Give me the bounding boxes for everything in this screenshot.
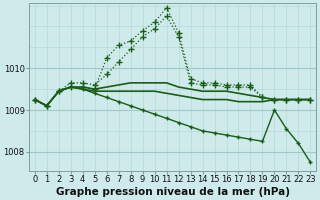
X-axis label: Graphe pression niveau de la mer (hPa): Graphe pression niveau de la mer (hPa)	[56, 187, 290, 197]
